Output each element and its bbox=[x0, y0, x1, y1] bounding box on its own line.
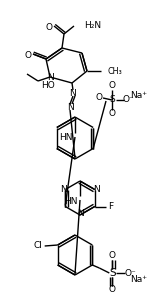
Text: F: F bbox=[108, 202, 113, 211]
Text: Na⁺: Na⁺ bbox=[131, 92, 148, 100]
Text: CH₃: CH₃ bbox=[108, 67, 123, 76]
Text: Na⁺: Na⁺ bbox=[130, 274, 147, 284]
Text: N: N bbox=[77, 209, 83, 218]
Text: HN: HN bbox=[59, 134, 73, 142]
Text: O: O bbox=[109, 110, 116, 118]
Text: N: N bbox=[70, 88, 76, 98]
Text: N: N bbox=[67, 103, 73, 112]
Text: N: N bbox=[93, 185, 100, 194]
Text: Cl: Cl bbox=[33, 242, 42, 250]
Text: O: O bbox=[109, 286, 116, 295]
Text: S: S bbox=[109, 268, 116, 278]
Text: HN: HN bbox=[65, 196, 78, 206]
Text: S: S bbox=[109, 95, 115, 104]
Text: O: O bbox=[25, 50, 32, 59]
Text: O⁻: O⁻ bbox=[122, 95, 134, 104]
Text: O: O bbox=[109, 82, 116, 91]
Text: O: O bbox=[46, 22, 52, 32]
Text: HO: HO bbox=[41, 80, 55, 89]
Text: O: O bbox=[109, 251, 116, 260]
Text: O: O bbox=[95, 94, 102, 103]
Text: O⁻: O⁻ bbox=[124, 268, 136, 278]
Text: H₂N: H₂N bbox=[84, 22, 101, 31]
Text: N: N bbox=[60, 185, 67, 194]
Text: N: N bbox=[47, 73, 53, 82]
